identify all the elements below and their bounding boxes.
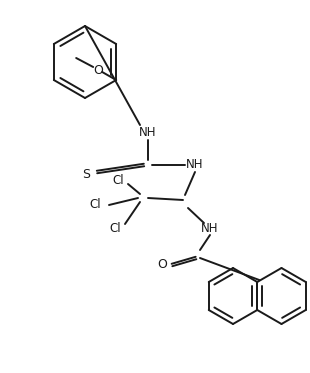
Text: S: S	[82, 167, 90, 181]
Text: O: O	[157, 258, 167, 272]
Text: Cl: Cl	[112, 173, 124, 186]
Text: Cl: Cl	[89, 198, 101, 211]
Text: Cl: Cl	[109, 222, 121, 235]
Text: NH: NH	[186, 159, 204, 172]
Text: O: O	[93, 63, 103, 76]
Text: NH: NH	[201, 222, 219, 235]
Text: NH: NH	[139, 126, 157, 140]
